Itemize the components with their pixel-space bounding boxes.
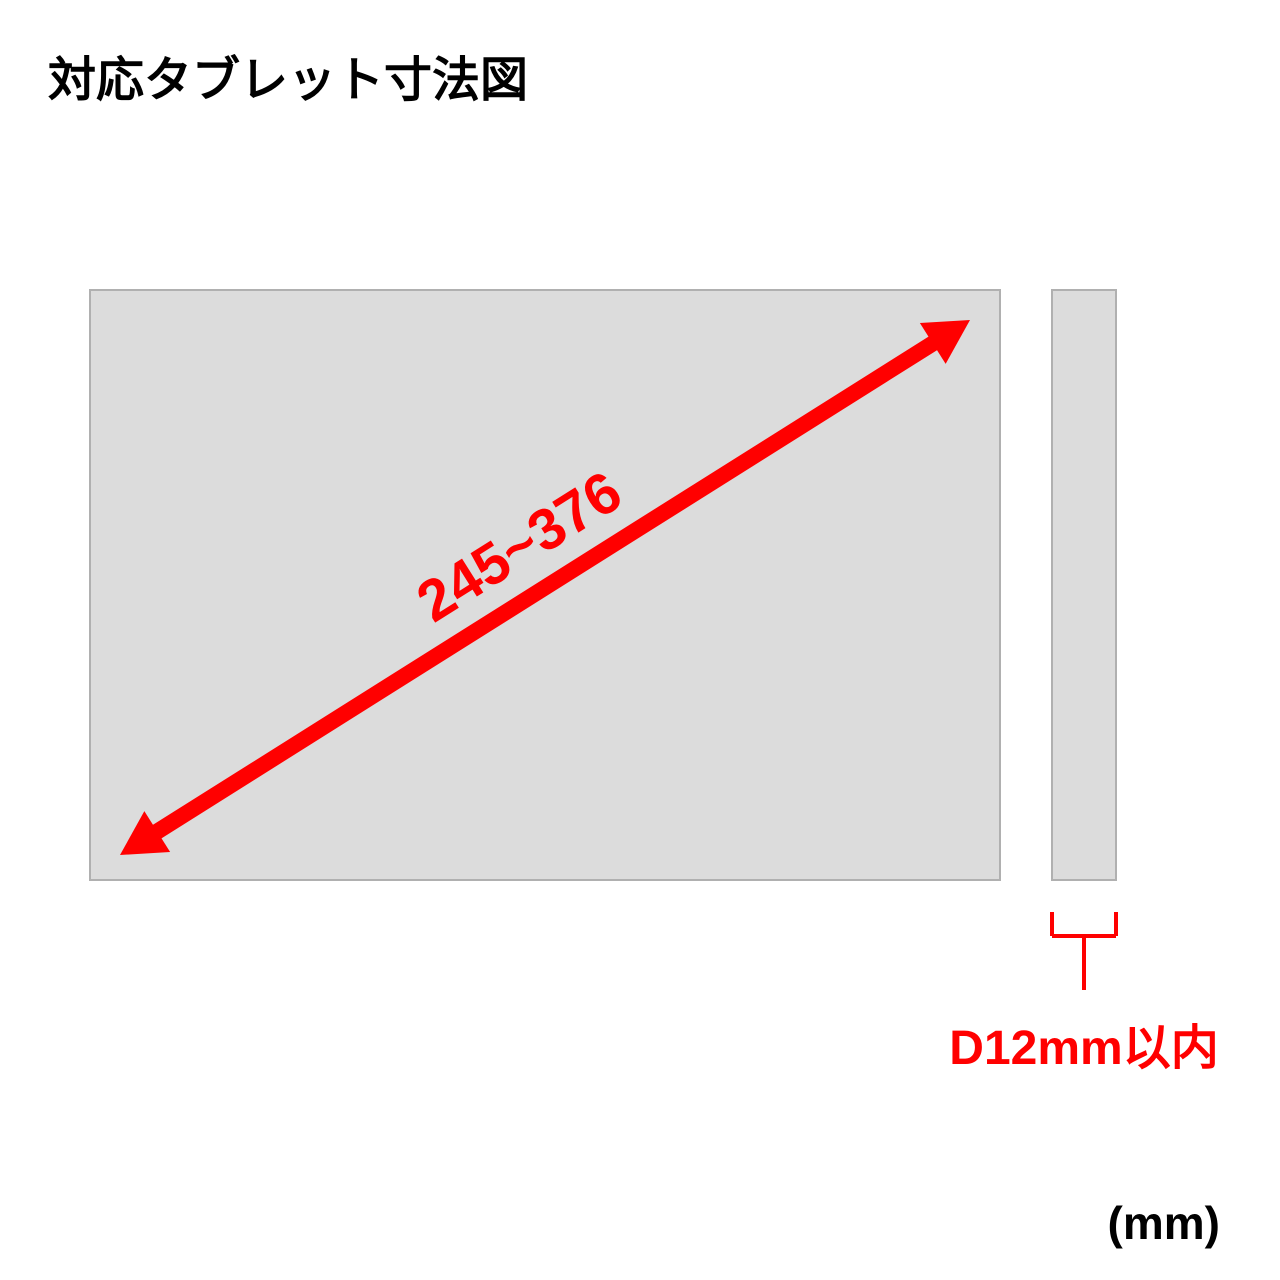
diagram-svg: 245~376 bbox=[0, 0, 1280, 1280]
unit-label: (mm) bbox=[1108, 1196, 1220, 1250]
tablet-side-rect bbox=[1052, 290, 1116, 880]
depth-dimension-label: D12mm以内 bbox=[884, 1008, 1280, 1078]
